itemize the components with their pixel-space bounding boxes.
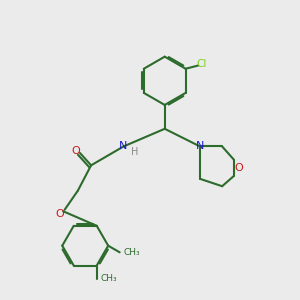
Text: CH₃: CH₃ <box>100 274 117 283</box>
Text: O: O <box>235 163 244 173</box>
Text: CH₃: CH₃ <box>124 248 140 257</box>
Text: N: N <box>119 142 128 152</box>
Text: O: O <box>55 208 64 219</box>
Text: Cl: Cl <box>196 59 207 69</box>
Text: N: N <box>196 142 204 152</box>
Text: O: O <box>72 146 80 156</box>
Text: H: H <box>131 147 138 157</box>
